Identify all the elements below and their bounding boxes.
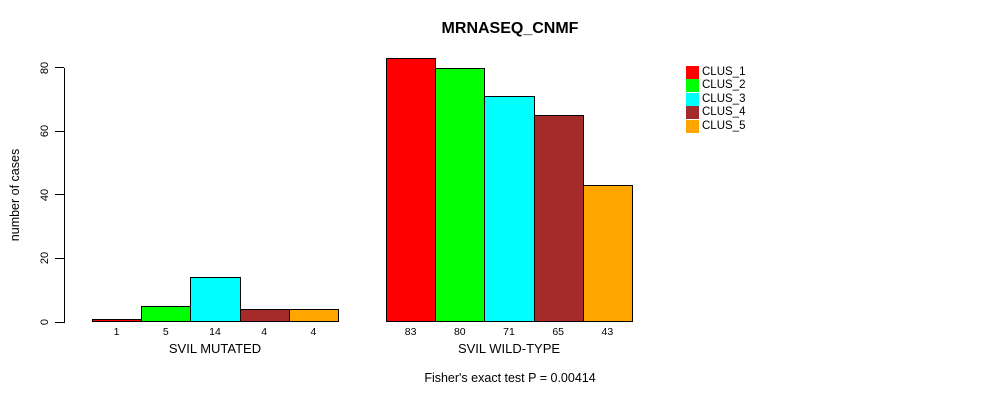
chart-title: MRNASEQ_CNMF (441, 20, 579, 37)
bar-value-label: 65 (552, 326, 565, 338)
bar-clus_5 (582, 185, 633, 322)
bar-clus_3 (190, 277, 241, 322)
y-axis-tick-label: 0 (39, 318, 51, 326)
y-axis-line (64, 67, 65, 323)
bar-value-label: 14 (209, 326, 221, 338)
bar-value-label: 5 (162, 326, 169, 338)
y-axis-tick-label: 80 (39, 61, 51, 74)
y-axis-tick (55, 67, 64, 69)
bar-value-label: 83 (404, 326, 417, 338)
legend-swatch-clus_2 (686, 79, 699, 93)
y-axis-tick (55, 321, 64, 323)
bar-clus_2 (435, 67, 486, 322)
y-axis-tick-label: 40 (39, 188, 51, 201)
bar-value-label: 80 (453, 326, 466, 338)
y-axis-tick-label: 20 (39, 252, 51, 265)
bar-clus_1 (92, 318, 143, 322)
legend-swatch-clus_1 (686, 66, 699, 79)
legend-swatch-clus_3 (686, 92, 699, 106)
bar-clus_3 (484, 96, 535, 322)
legend-label-clus_1: CLUS_1 (702, 66, 746, 78)
bar-value-label: 71 (503, 326, 515, 338)
bar-value-label: 43 (601, 326, 614, 338)
bar-clus_4 (239, 309, 290, 322)
y-axis-tick-label: 60 (39, 125, 51, 138)
legend-label-clus_2: CLUS_2 (702, 79, 746, 92)
fisher-test-annotation: Fisher's exact test P = 0.00414 (424, 371, 596, 385)
x-axis-group-label: SVIL MUTATED (168, 341, 262, 356)
bar-value-label: 4 (261, 326, 268, 338)
bar-clus_1 (386, 58, 437, 322)
x-axis-group-label: SVIL WILD-TYPE (457, 341, 561, 356)
y-axis-tick (55, 194, 64, 196)
legend-label-clus_3: CLUS_3 (702, 92, 746, 105)
legend-label-clus_4: CLUS_4 (702, 106, 746, 119)
y-axis-tick (55, 257, 64, 259)
legend-swatch-clus_5 (686, 119, 699, 133)
bar-clus_2 (141, 306, 192, 322)
bar-clus_4 (533, 115, 584, 322)
y-axis-label: number of cases (8, 148, 22, 242)
bar-value-label: 4 (310, 326, 317, 338)
y-axis-tick (55, 130, 64, 132)
bar-clus_5 (288, 309, 339, 322)
legend-swatch-clus_4 (686, 106, 699, 120)
legend-label-clus_5: CLUS_5 (702, 119, 746, 132)
bar-value-label: 1 (113, 326, 120, 338)
